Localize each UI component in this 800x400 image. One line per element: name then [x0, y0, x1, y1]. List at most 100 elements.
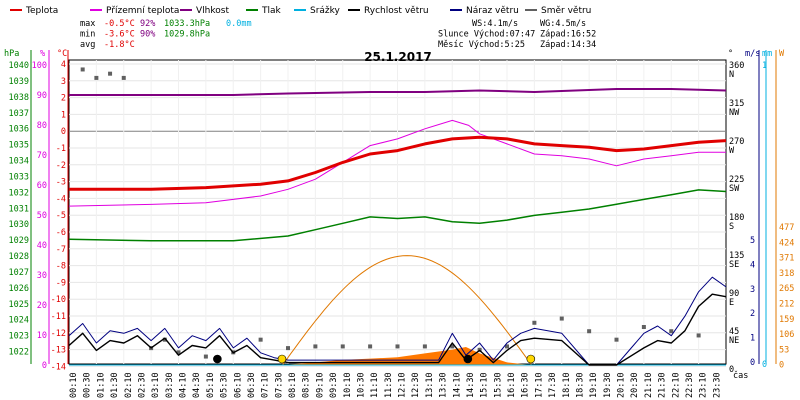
tick-c: -8 — [56, 262, 66, 272]
tick-time: 05:30 — [220, 372, 230, 398]
series-line — [68, 119, 726, 207]
series-point — [696, 333, 701, 338]
tick-c: -12 — [51, 329, 66, 339]
tick-pct: 100 — [32, 61, 47, 71]
series-point — [340, 344, 345, 349]
legend-entry: Rychlost větru — [364, 6, 429, 16]
tick-time: 00:30 — [83, 372, 93, 398]
tick-time: 10:30 — [356, 372, 366, 398]
tick-ms: 2 — [750, 309, 755, 319]
tick-time: 16:10 — [507, 372, 517, 398]
tick-dir: N — [729, 70, 734, 80]
tick-w: 0 — [779, 361, 784, 371]
series-line — [69, 135, 727, 191]
legend-entry: Srážky — [310, 6, 341, 16]
tick-time: 03:10 — [151, 372, 161, 398]
tick-ms: 5 — [750, 236, 755, 246]
axis-label-time: čas — [733, 370, 748, 381]
tick-time: 14:30 — [466, 372, 476, 398]
legend-entry: Přízemní teplota — [106, 6, 179, 16]
tick-time: 08:30 — [302, 372, 312, 398]
tick-time: 14:10 — [452, 372, 462, 398]
series-point — [94, 75, 99, 80]
series-point — [532, 320, 537, 325]
tick-ms: 1 — [750, 334, 755, 344]
tick-time: 09:10 — [315, 372, 325, 398]
tick-w: 159 — [779, 315, 794, 325]
tick-hpa: 1032 — [9, 188, 29, 198]
tick-c: 2 — [61, 94, 66, 104]
tick-c: -9 — [56, 278, 66, 288]
tick-time: 11:30 — [384, 372, 394, 398]
stat-value: min — [80, 30, 95, 40]
tick-pct: 80 — [37, 121, 47, 131]
tick-hpa: 1037 — [9, 109, 29, 119]
axis-title-ms: m/s — [745, 49, 760, 59]
tick-dir: NE — [729, 336, 739, 346]
tick-time: 15:30 — [493, 372, 503, 398]
series-point — [162, 337, 167, 342]
tick-time: 13:30 — [439, 372, 449, 398]
tick-time: 17:10 — [534, 372, 544, 398]
stat-value: max — [80, 19, 95, 29]
tick-hpa: 1036 — [9, 125, 29, 135]
tick-pct: 50 — [37, 211, 47, 221]
axis-title-pct: % — [40, 49, 45, 59]
series-line — [68, 293, 727, 366]
tick-w: 318 — [779, 269, 794, 279]
marker — [526, 354, 536, 364]
tick-time: 02:10 — [124, 372, 134, 398]
series-point — [505, 344, 509, 349]
tick-pct: 40 — [37, 241, 47, 251]
series-point — [559, 316, 564, 321]
series-line — [68, 189, 727, 242]
tick-hpa: 1024 — [9, 316, 29, 326]
series-point — [313, 344, 318, 349]
axis-title-w: W — [779, 49, 785, 59]
stat-value: 0.0mm — [226, 19, 252, 29]
tick-dir: W — [729, 146, 735, 156]
tick-deg: 315 — [729, 99, 744, 109]
legend-entry: Tlak — [261, 6, 282, 16]
tick-time: 01:10 — [96, 372, 106, 398]
tick-pct: 30 — [37, 271, 47, 281]
tick-dir: SW — [729, 184, 740, 194]
tick-w: 371 — [779, 254, 794, 264]
tick-deg: 360 — [729, 61, 744, 71]
tick-w: 424 — [779, 238, 794, 248]
tick-hpa: 1029 — [9, 236, 29, 246]
series-point — [368, 344, 373, 349]
tick-time: 04:30 — [192, 372, 202, 398]
series-point — [176, 350, 181, 355]
axis-title-mm: mm — [762, 49, 772, 59]
tick-deg: 90 — [729, 289, 739, 299]
tick-w: 212 — [779, 300, 794, 310]
tick-time: 06:10 — [233, 372, 243, 398]
stat-value: -3.6°C — [104, 30, 135, 40]
tick-c: 1 — [61, 110, 66, 120]
series-point — [641, 325, 646, 330]
tick-time: 18:30 — [575, 372, 585, 398]
axis-title-hpa: hPa — [4, 49, 19, 59]
tick-w: 477 — [779, 223, 794, 233]
tick-hpa: 1034 — [9, 157, 29, 167]
tick-c: -5 — [56, 211, 66, 221]
series-point — [669, 329, 674, 334]
tick-time: 20:10 — [617, 372, 627, 398]
tick-c: -3 — [56, 178, 66, 188]
tick-time: 05:10 — [206, 372, 216, 398]
stat-value: -0.5°C — [104, 19, 135, 29]
stat-moonset: Západ:14:34 — [540, 40, 596, 50]
stat-moonrise: Měsíc Východ:5:25 — [438, 40, 525, 50]
tick-w: 265 — [779, 284, 794, 294]
tick-hpa: 1027 — [9, 268, 29, 278]
series-point — [422, 344, 427, 349]
tick-deg: 270 — [729, 137, 744, 147]
tick-mm: 0 — [762, 360, 767, 370]
axis-title-c: °C — [57, 49, 67, 59]
series-line — [68, 276, 727, 366]
tick-time: 21:10 — [644, 372, 654, 398]
tick-hpa: 1026 — [9, 284, 29, 294]
